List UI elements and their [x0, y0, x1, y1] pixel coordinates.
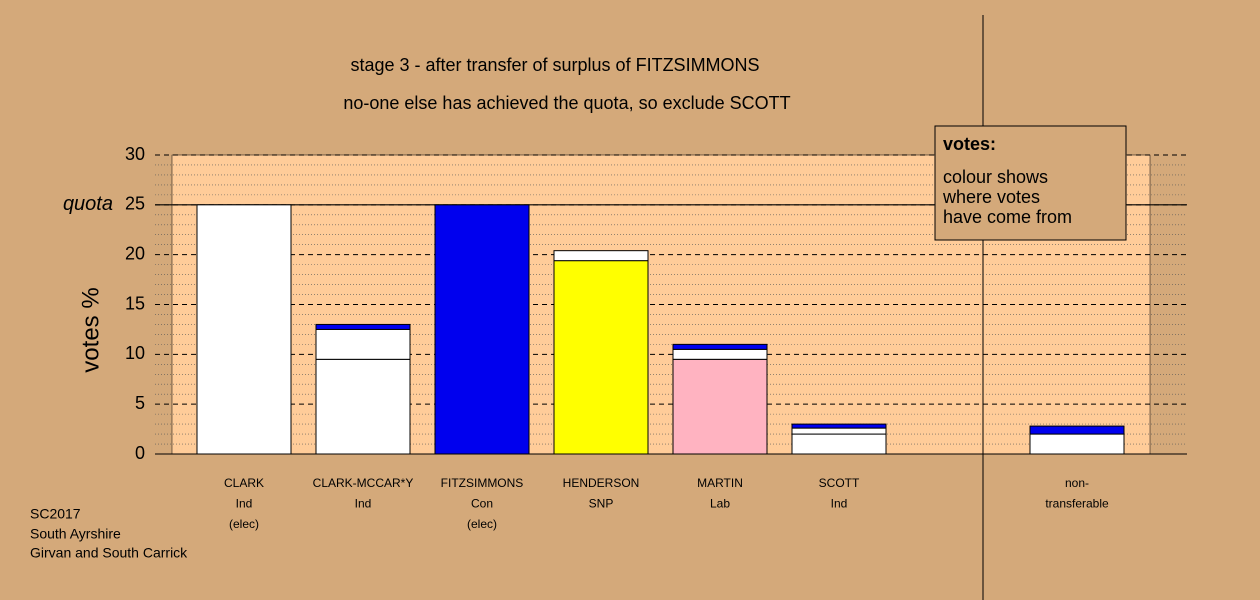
x-tick-label: transferable [1045, 497, 1109, 511]
x-tick-label: Ind [355, 497, 372, 511]
y-axis-label: votes % [77, 287, 104, 372]
bar-segment [791, 433, 887, 455]
y-tick-label: 10 [125, 343, 145, 363]
x-tick-label: non- [1065, 476, 1089, 490]
x-tick-label: Ind [831, 497, 848, 511]
x-tick-label: CLARK-MCCAR*Y [313, 476, 414, 490]
bar-segment [672, 343, 768, 350]
bar-segment [1029, 425, 1125, 435]
bar-segment [196, 204, 292, 455]
quota-label: quota [63, 193, 113, 215]
bar-segment [553, 260, 649, 455]
legend-title: votes: [943, 134, 996, 154]
y-tick-label: 5 [135, 393, 145, 413]
x-tick-label: Con [471, 497, 493, 511]
bar-segment [434, 204, 530, 455]
bars [196, 204, 1125, 455]
legend-line: have come from [943, 207, 1072, 227]
footer-line: South Ayrshire [30, 526, 121, 542]
legend-box [934, 125, 1127, 241]
x-tick-label: SNP [589, 497, 614, 511]
bar-segment [791, 423, 887, 429]
bar-segment [1029, 433, 1125, 455]
bar-segment [672, 358, 768, 455]
bar-segment [553, 250, 649, 262]
x-tick-label: Lab [710, 497, 730, 511]
legend-line: where votes [942, 187, 1040, 207]
bar-segment [315, 323, 411, 330]
y-tick-label: 30 [125, 144, 145, 164]
bar-segment [672, 348, 768, 360]
x-tick-label: MARTIN [697, 476, 743, 490]
y-tick-label: 25 [125, 194, 145, 214]
labels: 0 5 10 15 20 25 30 quota CLARK Ind (elec) CLARK-MCC… [63, 144, 1109, 531]
y-tick-label: 20 [125, 243, 145, 263]
x-tick-label: HENDERSON [563, 476, 640, 490]
x-tick-label: SCOTT [819, 476, 860, 490]
title: stage 3 - after transfer of surplus of F… [350, 55, 759, 75]
y-tick-label: 15 [125, 293, 145, 313]
footer-line: Girvan and South Carrick [30, 545, 188, 561]
x-tick-label: FITZSIMMONS [441, 476, 524, 490]
bar-segment [791, 427, 887, 435]
grid [155, 154, 1187, 455]
x-tick-label: CLARK [224, 476, 264, 490]
x-tick-label: (elec) [467, 517, 497, 531]
bar-segment [315, 328, 411, 360]
bar-segment [315, 358, 411, 455]
x-tick-label: Ind [236, 497, 253, 511]
legend-line: colour shows [943, 167, 1048, 187]
footer-line: SC2017 [30, 506, 81, 522]
x-tick-label: (elec) [229, 517, 259, 531]
subtitle: no-one else has achieved the quota, so e… [343, 93, 790, 113]
y-tick-label: 0 [135, 443, 145, 463]
